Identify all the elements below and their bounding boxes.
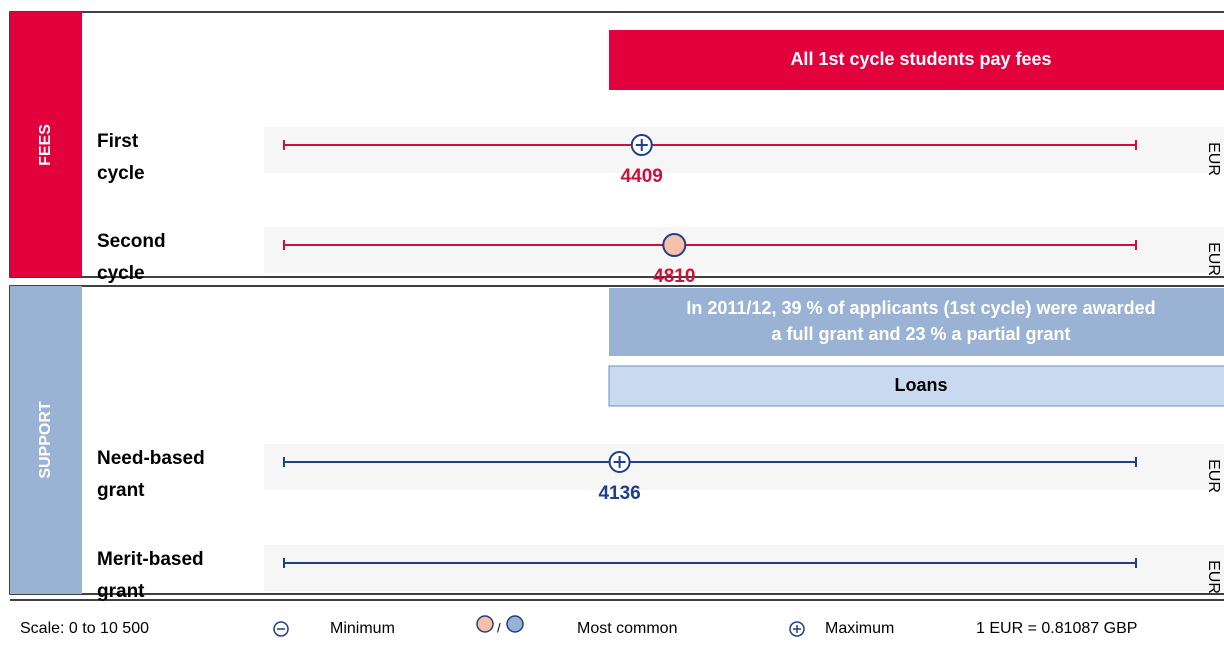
banner [609,288,1224,356]
banner [608,365,1224,407]
banner-text: Loans [894,375,947,395]
unit-label: EUR [1205,560,1222,594]
value-label: 4409 [621,166,663,187]
section-title: SUPPORT [37,401,54,479]
row-label: Merit-based [97,549,204,570]
row-label: grant [97,480,145,501]
row-band [264,545,1224,591]
row-band [264,127,1224,173]
value-label: 4136 [598,483,640,504]
section-title: FEES [37,124,54,166]
legend-common-icon [476,615,494,633]
unit-label: EUR [1205,142,1222,176]
legend-conversion: 1 EUR = 0.81087 GBP [976,620,1137,637]
legend-separator: / [497,620,501,635]
section-sidebar [10,286,82,594]
legend-common-icon [506,615,524,633]
row-label: Second [97,231,166,252]
section-sidebar [10,12,82,277]
row-label: First [97,131,139,152]
legend-scale: Scale: 0 to 10 500 [20,620,149,637]
legend-most-common: Most common [577,620,677,637]
most-common-marker [662,233,687,257]
row-label: cycle [97,163,145,184]
banner [609,30,1224,90]
legend-minimum: Minimum [330,620,395,637]
row-label: cycle [97,263,145,284]
legend-maximum: Maximum [825,620,894,637]
banner-text: a full grant and 23 % a partial grant [771,324,1070,344]
value-label: 4810 [653,266,695,287]
row-band [264,227,1224,273]
banner-text: In 2011/12, 39 % of applicants (1st cycl… [686,298,1155,318]
unit-label: EUR [1205,242,1222,276]
row-label: Need-based [97,448,205,469]
row-band [264,444,1224,490]
unit-label: EUR [1205,459,1222,493]
banner-text: All 1st cycle students pay fees [790,49,1051,69]
row-label: grant [97,581,145,602]
